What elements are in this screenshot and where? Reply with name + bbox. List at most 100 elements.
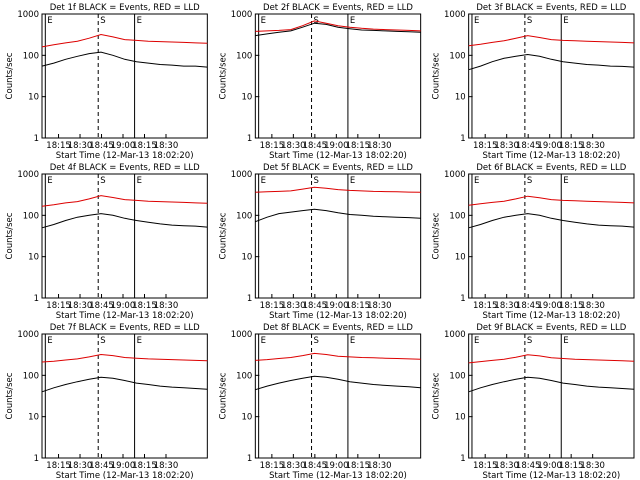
x-tick-label: 18:30: [281, 301, 306, 311]
series-events-line: [255, 375, 421, 391]
x-tick-label: 18:45: [303, 461, 328, 471]
y-tick-label: 1000: [231, 10, 253, 20]
chart-panel-6: Det 6f BLACK = Events, RED = LLD 1 10 100 10…: [432, 163, 635, 321]
chart-panel-8: Det 8f BLACK = Events, RED = LLD 1 10 100 10…: [218, 323, 422, 480]
y-tick-label: 1000: [17, 330, 39, 340]
marker-label-start: E: [47, 176, 52, 186]
x-tick-label: 18:15: [559, 461, 584, 471]
marker-label-start: E: [261, 176, 266, 186]
x-tick-label: 19:00: [111, 141, 136, 151]
marker-label-start: E: [474, 16, 479, 26]
plot-frame: [468, 13, 635, 139]
y-axis-label: Counts/sec: [5, 372, 15, 419]
chart-panel-3: Det 3f BLACK = Events, RED = LLD 1 10 100 10…: [432, 3, 635, 161]
chart-panel-1: Det 1f BLACK = Events, RED = LLD 1 10 100 10…: [5, 3, 208, 161]
x-tick-label: 18:15: [46, 301, 71, 311]
y-tick-label: 1000: [444, 170, 466, 180]
series-lld-line: [468, 35, 635, 47]
x-tick-label: 18:15: [346, 141, 371, 151]
y-tick-label: 100: [23, 371, 39, 381]
series-lld-line: [468, 354, 635, 364]
y-tick-label: 1: [34, 454, 39, 464]
plot-frame: [468, 173, 635, 299]
plot-frame: [254, 13, 422, 139]
marker-label-end: E: [563, 16, 568, 26]
y-tick-label: 10: [455, 93, 466, 103]
x-tick-label: 18:30: [494, 141, 519, 151]
y-axis-label: Counts/sec: [432, 212, 442, 259]
x-tick-label: 19:00: [537, 141, 562, 151]
x-tick-label: 18:30: [580, 141, 605, 151]
chart-title: Det 5f BLACK = Events, RED = LLD: [263, 163, 413, 173]
x-tick-label: 18:15: [473, 141, 498, 151]
series-lld-line: [255, 186, 421, 193]
chart-title: Det 9f BLACK = Events, RED = LLD: [476, 323, 626, 333]
x-tick-label: 18:30: [580, 301, 605, 311]
y-tick-label: 1000: [231, 330, 253, 340]
y-tick-label: 1000: [444, 10, 466, 20]
series-lld-line: [41, 195, 208, 207]
x-tick-label: 18:15: [260, 301, 285, 311]
y-tick-label: 100: [23, 51, 39, 61]
x-tick-label: 18:15: [346, 301, 371, 311]
series-lld-line: [468, 195, 635, 206]
x-tick-label: 19:00: [537, 301, 562, 311]
chart-title: Det 4f BLACK = Events, RED = LLD: [50, 163, 200, 173]
y-tick-label: 10: [455, 253, 466, 263]
marker-label-end: E: [563, 176, 568, 186]
x-tick-label: 18:45: [303, 141, 328, 151]
y-tick-label: 1000: [444, 330, 466, 340]
series-events-line: [255, 22, 421, 37]
y-axis-label: Counts/sec: [432, 372, 442, 419]
y-tick-label: 10: [28, 93, 39, 103]
x-tick-label: 18:15: [346, 461, 371, 471]
y-tick-label: 100: [236, 211, 252, 221]
x-tick-label: 18:45: [303, 301, 328, 311]
x-axis-label: Start Time (12-Mar-13 18:02:20): [482, 471, 620, 480]
marker-label-middle: S: [100, 16, 105, 26]
x-tick-label: 18:30: [281, 461, 306, 471]
y-tick-label: 100: [449, 211, 465, 221]
x-tick-label: 18:30: [68, 461, 93, 471]
x-tick-label: 19:00: [111, 301, 136, 311]
chart-title: Det 6f BLACK = Events, RED = LLD: [476, 163, 626, 173]
marker-label-middle: S: [527, 16, 532, 26]
x-tick-label: 18:15: [559, 141, 584, 151]
chart-title: Det 3f BLACK = Events, RED = LLD: [476, 3, 626, 13]
y-tick-label: 1000: [17, 10, 39, 20]
y-tick-label: 100: [236, 51, 252, 61]
x-tick-label: 18:30: [154, 141, 179, 151]
x-tick-label: 18:30: [154, 461, 179, 471]
marker-label-end: E: [137, 176, 142, 186]
x-tick-label: 18:30: [154, 301, 179, 311]
x-tick-label: 19:00: [537, 461, 562, 471]
series-events-line: [468, 213, 635, 229]
x-tick-label: 18:45: [89, 461, 114, 471]
marker-label-end: E: [137, 336, 142, 346]
marker-label-middle: S: [100, 336, 105, 346]
chart-panel-5: Det 5f BLACK = Events, RED = LLD 1 10 100 10…: [218, 163, 422, 321]
x-tick-label: 18:15: [132, 461, 157, 471]
x-tick-label: 18:15: [132, 141, 157, 151]
y-tick-label: 1: [247, 454, 252, 464]
y-tick-label: 10: [242, 413, 253, 423]
x-axis-label: Start Time (12-Mar-13 18:02:20): [56, 471, 194, 480]
y-tick-label: 10: [242, 93, 253, 103]
x-axis-label: Start Time (12-Mar-13 18:02:20): [482, 311, 620, 321]
series-lld-line: [255, 20, 421, 32]
y-tick-label: 10: [28, 413, 39, 423]
chart-panel-4: Det 4f BLACK = Events, RED = LLD 1 10 100 10…: [5, 163, 208, 321]
plot-frame: [254, 333, 422, 459]
series-events-line: [41, 213, 208, 229]
y-tick-label: 1000: [231, 170, 253, 180]
y-tick-label: 1: [247, 294, 252, 304]
x-tick-label: 18:45: [516, 301, 541, 311]
chart-panel-7: Det 7f BLACK = Events, RED = LLD 1 10 100 10…: [5, 323, 208, 480]
marker-label-end: E: [350, 176, 355, 186]
chart-panel-9: Det 9f BLACK = Events, RED = LLD 1 10 100 10…: [432, 323, 635, 480]
marker-label-start: E: [47, 16, 52, 26]
marker-label-start: E: [474, 336, 479, 346]
marker-label-start: E: [474, 176, 479, 186]
y-axis-label: Counts/sec: [5, 212, 15, 259]
